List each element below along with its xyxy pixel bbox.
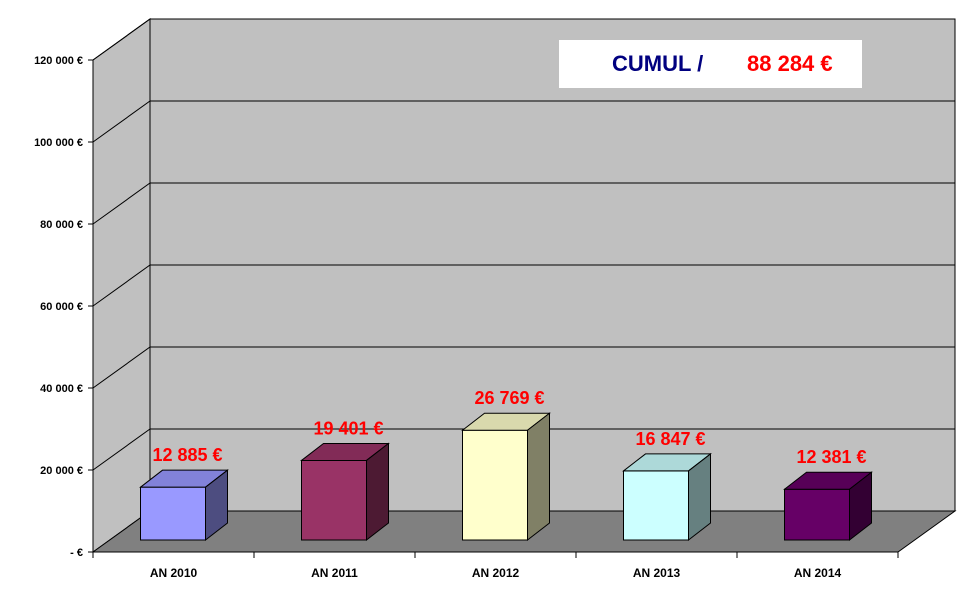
data-label: 26 769 €	[474, 388, 544, 408]
bar	[622, 452, 712, 542]
bar-front	[784, 488, 850, 541]
x-tick-label: AN 2012	[472, 566, 520, 580]
gridline	[92, 346, 955, 389]
data-label: 12 885 €	[152, 445, 222, 465]
bars	[139, 412, 873, 542]
gridline	[92, 100, 955, 143]
bar	[461, 412, 551, 542]
gridline	[92, 428, 955, 471]
cumul-box: CUMUL / 88 284 €	[559, 40, 862, 88]
y-tick-label: - €	[70, 547, 83, 559]
y-tick-label: 40 000 €	[40, 383, 83, 395]
gridline	[92, 182, 955, 225]
x-axis: AN 2010 AN 2011 AN 2012 AN 2013 AN 2014	[92, 551, 899, 580]
bar-front	[301, 459, 367, 541]
gridline	[92, 18, 955, 61]
x-tick-label: AN 2011	[311, 566, 358, 580]
bar-side	[366, 442, 389, 542]
bar	[300, 442, 390, 542]
x-tick-label: AN 2010	[150, 566, 198, 580]
data-label: 19 401 €	[313, 418, 383, 438]
bar-front	[140, 486, 206, 541]
x-tick-label: AN 2014	[794, 566, 842, 580]
y-tick-label: 120 000 €	[34, 55, 83, 67]
y-tick-label: 60 000 €	[40, 301, 83, 313]
x-tick-label: AN 2013	[633, 566, 681, 580]
bar-side	[205, 469, 228, 542]
bar	[139, 469, 229, 542]
bar-front	[623, 470, 689, 541]
data-labels: 12 885 € 19 401 € 26 769 € 16 847 € 12 381 €	[152, 388, 866, 467]
y-axis: - € 20 000 € 40 000 € 60 000 € 80 000 € 100 0…	[34, 55, 94, 559]
bar-side	[849, 471, 872, 542]
y-tick-label: 20 000 €	[40, 465, 83, 477]
bar	[783, 471, 873, 542]
y-tick-label: 100 000 €	[34, 137, 83, 149]
bar-front	[462, 429, 528, 541]
gridlines	[92, 18, 955, 471]
cumul-value: 88 284 €	[747, 51, 833, 76]
data-label: 12 381 €	[796, 447, 866, 467]
y-tick-label: 80 000 €	[40, 219, 83, 231]
cumul-label: CUMUL /	[612, 51, 704, 76]
data-label: 16 847 €	[635, 429, 705, 449]
bar-side	[688, 452, 711, 542]
gridline	[92, 264, 955, 307]
bar-side	[527, 412, 550, 542]
